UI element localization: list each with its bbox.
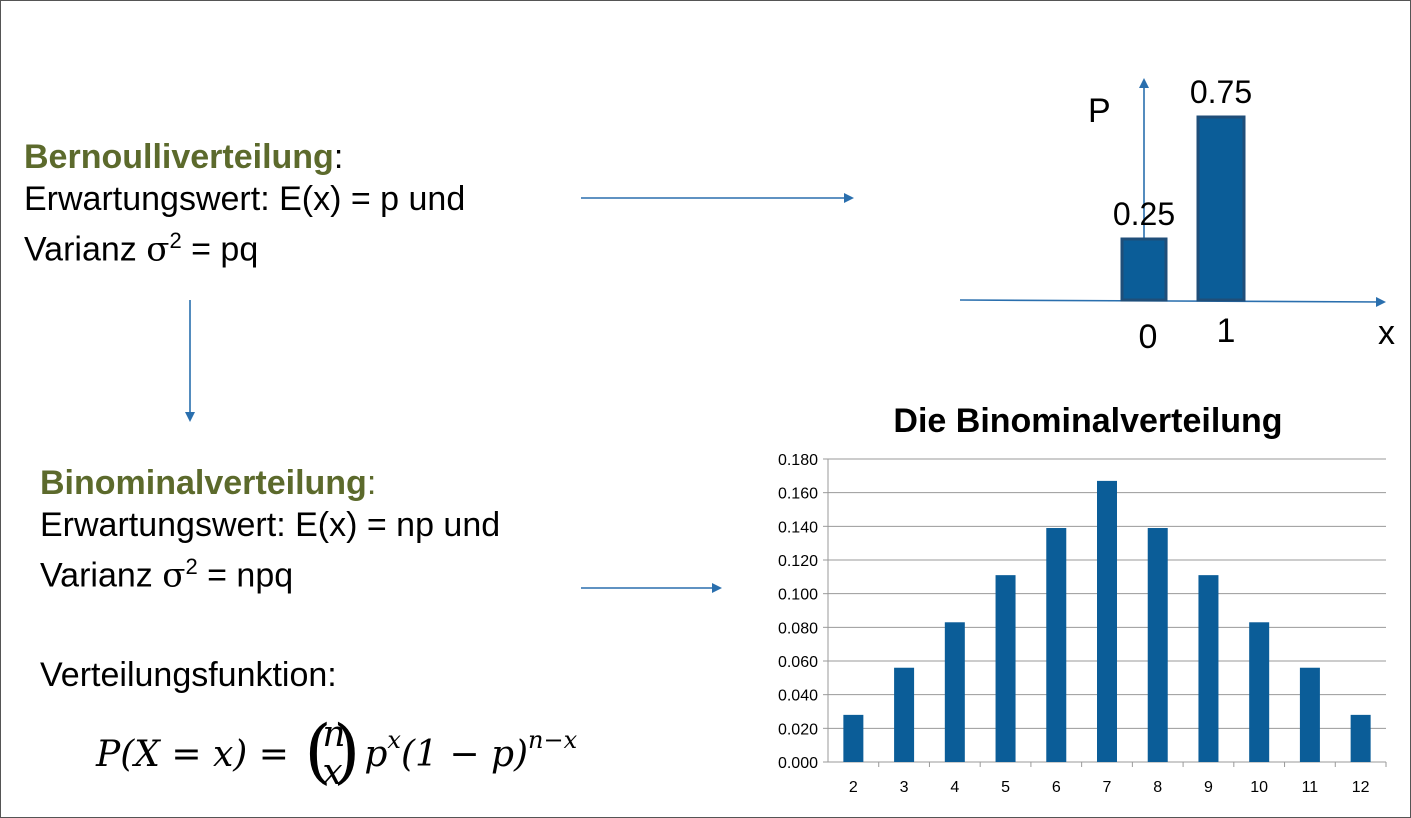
bernoulli-variance-suffix: = pq [181,230,259,269]
binom-x: x [322,752,343,793]
bernoulli-expectation: Erwartungswert: E(x) = p und [24,180,466,218]
binomial-x-tick-label: 8 [1153,779,1162,796]
binomial-x-tick-label: 7 [1103,779,1112,796]
bernoulli-text-block: Bernoulliverteilung: Erwartungswert: E(x… [24,136,465,270]
binomial-x-tick-label: 5 [1001,779,1010,796]
bernoulli-heading-line: Bernoulliverteilung: [24,136,465,178]
binomial-chart: Die Binominalverteilung 0.000 0.020 0.040 0… [778,402,1387,796]
bernoulli-sigma-exp: 2 [169,228,182,253]
binomial-bar [1198,575,1219,762]
binomial-variance-suffix: = npq [197,556,294,595]
binomial-coefficient: (n x) [304,714,360,793]
bernoulli-variance: Varianz σ2 = pq [24,220,465,270]
bernoulli-bar [1196,115,1246,302]
binomial-y-tick-label: 0.160 [778,486,818,503]
binomial-sigma-exp: 2 [185,554,198,579]
bernoulli-category-label: 0 [1139,318,1158,356]
bernoulli-x-axis [959,296,1386,307]
bernoulli-variance-prefix: Varianz [24,230,147,269]
binomial-bar [995,575,1016,762]
binomial-y-tick-label: 0.100 [778,587,818,604]
binom-left-paren: ( [304,710,332,792]
bernoulli-y-label: P [1088,92,1111,130]
binom-right-paren: ) [333,710,361,792]
binomial-bar [1147,528,1168,762]
binomial-y-tick-label: 0.140 [778,519,818,536]
bernoulli-bar [1120,237,1168,302]
binomial-x-tick-label: 12 [1352,779,1370,796]
formula-rest: (1 − p) [400,734,529,775]
formula-p: p [364,734,388,775]
binomial-text-block: Binominalverteilung: Erwartungswert: E(x… [40,462,500,696]
binomial-y-tick-label: 0.180 [778,452,818,469]
formula-rest-exp: n−x [528,726,578,754]
binomial-bar [1249,622,1270,762]
binomial-cdf-label: Verteilungsfunktion: [40,656,337,695]
formula-p-exp: x [387,726,401,754]
binomial-x-tick-label: 9 [1204,779,1213,796]
binomial-formula: P(X = x) = (n x) px(1 − p)n−x [96,714,578,793]
binomial-x-tick-label: 10 [1250,779,1268,796]
binomial-bar [894,667,915,762]
binomial-bar [944,622,965,762]
bernoulli-value-label: 0.25 [1113,196,1175,232]
binomial-expectation: Erwartungswert: E(x) = np und [40,506,501,544]
binomial-y-tick-label: 0.020 [778,721,818,738]
binomial-heading: Binominalverteilung [40,464,367,502]
binomial-variance-prefix: Varianz [40,556,163,595]
binomial-y-tick-label: 0.060 [778,654,818,671]
binomial-y-tick-label: 0.080 [778,620,818,637]
bernoulli-sigma: σ [146,229,170,270]
binom-n: n [322,714,346,755]
binomial-colon: : [366,464,377,502]
binomial-sigma: σ [162,555,186,596]
bernoulli-value-label: 0.75 [1190,74,1252,110]
binomial-y-tick-label: 0.000 [778,755,818,772]
binomial-x-tick-label: 2 [849,779,858,796]
formula-lhs: P(X = x) = [96,734,301,775]
binomial-y-tick-label: 0.040 [778,688,818,705]
bernoulli-x-label: x [1378,314,1395,352]
binomial-heading-line: Binominalverteilung: [40,462,500,504]
binomial-bar [1299,667,1320,762]
binomial-y-tick-label: 0.120 [778,553,818,570]
binomial-x-tick-label: 11 [1302,779,1319,796]
binomial-bar [1350,714,1371,762]
binomial-chart-title: Die Binominalverteilung [893,402,1282,440]
binomial-x-tick-label: 4 [950,779,959,796]
bernoulli-chart: P x 0.25 0 0.75 1 [959,74,1395,356]
binomial-variance: Varianz σ2 = npq [40,546,500,596]
binomial-x-tick-label: 3 [900,779,909,796]
bernoulli-heading: Bernoulliverteilung [24,138,334,176]
binomial-bar [843,714,864,762]
bernoulli-category-label: 1 [1217,312,1236,350]
bernoulli-colon: : [333,138,344,176]
binomial-bar [1046,528,1067,762]
binomial-x-tick-label: 6 [1052,779,1061,796]
binomial-bar [1097,480,1117,762]
